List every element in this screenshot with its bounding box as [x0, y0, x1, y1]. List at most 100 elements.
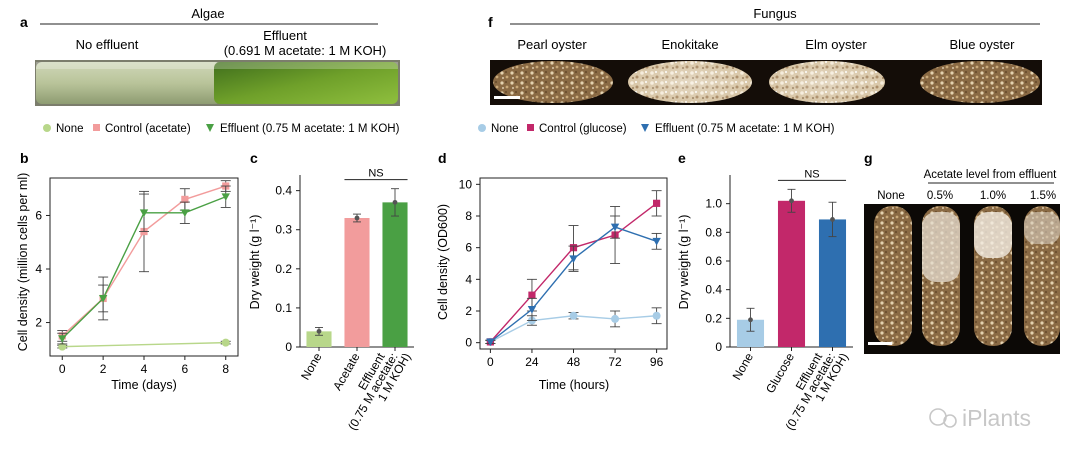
data-point — [653, 199, 661, 207]
y-tick-label: 2 — [35, 316, 42, 330]
legend-left: None Control (acetate) Effluent (0.75 M … — [43, 123, 400, 135]
panel-letter: e — [678, 150, 686, 166]
legend-item-effluent: Effluent (0.75 M acetate: 1 M KOH) — [206, 123, 400, 135]
data-point — [569, 255, 578, 263]
legend-label: Control (acetate) — [105, 123, 191, 135]
replicate-dot — [789, 198, 794, 204]
panel-letter: f — [488, 14, 493, 30]
x-tick-label: 96 — [650, 355, 664, 369]
panel-letter: g — [864, 150, 873, 166]
y-tick-label: 10 — [459, 177, 473, 191]
acetate-level: 1.0% — [980, 190, 1006, 202]
data-point — [180, 209, 190, 217]
series — [485, 215, 662, 347]
y-tick-label: 0.1 — [275, 301, 292, 315]
x-axis-label: Time (days) — [111, 378, 177, 392]
panel-a: a Algae No effluent Effluent (0.691 M ac… — [20, 6, 400, 106]
legend-item-none: None — [478, 123, 519, 135]
legend-right: None Control (glucose) Effluent (0.75 M … — [478, 123, 835, 135]
fungus-photo — [490, 60, 1042, 105]
data-point — [569, 311, 578, 320]
x-tick-label: 8 — [222, 362, 229, 376]
legend-item-effluent: Effluent (0.75 M acetate: 1 M KOH) — [641, 123, 835, 135]
data-point — [58, 335, 67, 343]
legend-label: None — [491, 123, 519, 135]
data-point — [58, 342, 67, 351]
significance-label: NS — [804, 168, 819, 180]
bar — [818, 219, 847, 347]
x-tick-label: 4 — [141, 362, 148, 376]
acetate-level: None — [877, 190, 905, 202]
bar — [777, 200, 806, 347]
y-tick-label: 0.8 — [705, 225, 722, 239]
y-tick-label: 1.0 — [705, 197, 722, 211]
label-effluent: Effluent — [263, 28, 307, 43]
replicate-dot — [830, 217, 835, 222]
series — [57, 338, 231, 351]
species-label: Elm oyster — [805, 37, 867, 52]
x-tick-label: Glucose — [763, 350, 797, 395]
data-point — [527, 306, 537, 314]
x-tick-label: 0 — [487, 355, 494, 369]
series-line — [62, 341, 226, 348]
legend-label: Effluent (0.75 M acetate: 1 M KOH) — [220, 123, 400, 135]
label-no-effluent: No effluent — [76, 37, 139, 52]
y-tick-label: 0.3 — [275, 223, 292, 237]
x-tick-label: 2 — [100, 362, 107, 376]
y-tick-label: 0.2 — [275, 262, 292, 276]
series — [485, 307, 662, 346]
species-label: Enokitake — [661, 37, 718, 52]
data-point — [221, 338, 230, 347]
replicate-dot — [748, 317, 753, 323]
legend-label: Control (glucose) — [539, 123, 627, 135]
x-axis-label: Time (hours) — [539, 378, 609, 392]
bar — [382, 202, 408, 347]
panel-header: Fungus — [753, 6, 797, 21]
y-tick-label: 0 — [285, 340, 292, 354]
y-tick-label: 0.2 — [705, 311, 722, 325]
watermark: iPlants — [929, 405, 1031, 431]
scale-bar — [868, 342, 892, 345]
data-point — [652, 311, 661, 320]
legend-label: None — [56, 123, 84, 135]
species-label: Pearl oyster — [517, 37, 587, 52]
panel-letter: c — [250, 150, 258, 166]
x-tick-label: None — [730, 350, 757, 382]
legend-item-none: None — [43, 123, 84, 135]
panel-letter: d — [438, 150, 447, 166]
acetate-level: 0.5% — [927, 190, 953, 202]
y-tick-label: 0.6 — [705, 254, 722, 268]
legend-item-control: Control (glucose) — [527, 123, 627, 135]
legend-marker-circle — [43, 124, 51, 132]
replicate-dot — [354, 215, 360, 221]
panel-b: b 0 2 4 6 8 2 4 6 Time (days) Cell density (mil… — [16, 150, 239, 392]
legend-marker-circle — [478, 124, 486, 132]
chart-b: 0 2 4 6 8 2 4 6 — [35, 177, 239, 376]
data-point — [181, 195, 189, 204]
x-tick-label: 0 — [59, 362, 66, 376]
x-tick-label: 72 — [608, 355, 622, 369]
y-tick-label: 8 — [465, 209, 472, 223]
x-tick-label: 6 — [182, 362, 189, 376]
algae-photo — [35, 60, 400, 106]
replicate-dot — [392, 199, 398, 205]
data-point — [528, 291, 536, 299]
species-label: Blue oyster — [949, 37, 1015, 52]
x-tick-label: 48 — [567, 355, 581, 369]
legend-marker-square — [527, 124, 534, 131]
y-tick-label: 0 — [465, 336, 472, 350]
panel-f: f Fungus Pearl oyster Enokitake Elm oyst… — [488, 6, 1042, 105]
replicate-dot — [316, 328, 322, 334]
x-tick-label: 24 — [525, 355, 539, 369]
data-point — [486, 338, 495, 347]
y-tick-label: 0 — [715, 340, 722, 354]
bar — [306, 331, 332, 347]
legend-label: Effluent (0.75 M acetate: 1 M KOH) — [655, 123, 835, 135]
data-point — [652, 237, 661, 246]
x-tick-label: None — [298, 350, 325, 382]
